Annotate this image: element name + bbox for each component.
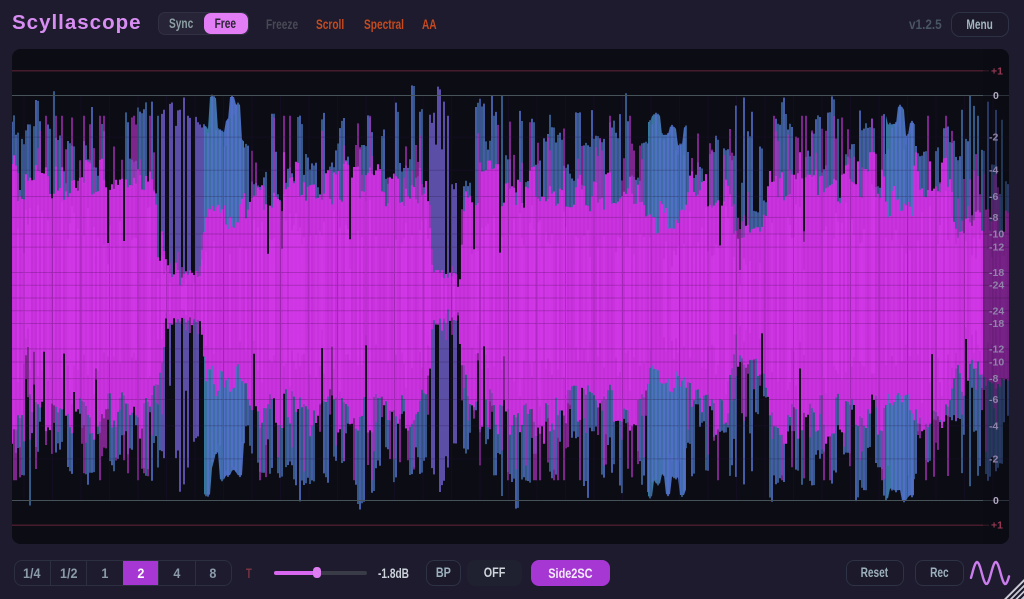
svg-text:-18: -18: [989, 318, 1004, 330]
svg-text:+1: +1: [991, 520, 1003, 532]
svg-text:-8: -8: [989, 373, 998, 385]
svg-text:0: 0: [993, 495, 999, 507]
svg-text:-6: -6: [989, 191, 998, 203]
svg-text:-10: -10: [989, 357, 1004, 369]
svg-text:-6: -6: [989, 394, 998, 406]
svg-text:-2: -2: [989, 453, 998, 465]
svg-text:-24: -24: [989, 280, 1004, 292]
svg-text:-12: -12: [989, 343, 1004, 355]
svg-text:-10: -10: [989, 229, 1004, 241]
svg-text:-18: -18: [989, 267, 1004, 279]
svg-text:-12: -12: [989, 242, 1004, 254]
svg-text:0: 0: [993, 90, 999, 102]
svg-text:-4: -4: [989, 165, 998, 177]
svg-text:+1: +1: [991, 65, 1003, 77]
svg-text:-2: -2: [989, 132, 998, 144]
svg-text:-4: -4: [989, 420, 998, 432]
svg-text:-8: -8: [989, 212, 998, 224]
svg-text:-24: -24: [989, 305, 1004, 317]
